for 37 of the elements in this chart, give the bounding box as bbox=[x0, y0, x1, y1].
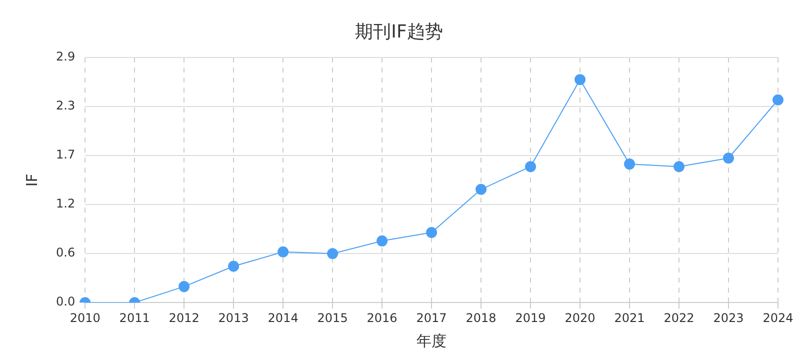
x-axis-title: 年度 bbox=[416, 332, 447, 350]
x-tick-label: 2018 bbox=[466, 310, 496, 325]
y-tick-label: 0.0 bbox=[56, 294, 76, 309]
x-tick-label: 2014 bbox=[268, 310, 298, 325]
x-tick-label: 2021 bbox=[614, 310, 645, 325]
x-tick-label: 2016 bbox=[366, 310, 398, 325]
x-tick-label: 2015 bbox=[317, 310, 348, 325]
y-tick-label: 1.2 bbox=[56, 196, 76, 211]
point bbox=[476, 184, 487, 195]
point bbox=[624, 158, 636, 170]
point bbox=[278, 246, 289, 258]
y-tick-label: 1.7 bbox=[56, 148, 76, 162]
x-tick-label: 2013 bbox=[218, 310, 249, 325]
point bbox=[674, 161, 685, 172]
x-tick-label: 2024 bbox=[762, 310, 794, 325]
y-tick-label: 0.6 bbox=[56, 246, 76, 260]
x-tick-label: 2019 bbox=[515, 310, 546, 325]
point bbox=[376, 235, 388, 246]
x-tick-label: 2010 bbox=[70, 310, 100, 325]
chart-title: 期刊IF趋势 bbox=[355, 21, 443, 42]
point bbox=[525, 161, 536, 172]
x-tick-label: 2012 bbox=[168, 310, 200, 325]
point bbox=[327, 248, 338, 260]
point bbox=[574, 74, 586, 86]
x-tick-label: 2022 bbox=[664, 310, 694, 325]
x-tick-label: 2023 bbox=[713, 310, 744, 325]
y-tick-label: 2.9 bbox=[56, 50, 76, 64]
x-tick-label: 2020 bbox=[564, 310, 596, 325]
point bbox=[723, 152, 734, 164]
x-tick-label: 2011 bbox=[119, 310, 150, 325]
point bbox=[426, 226, 438, 238]
point bbox=[178, 281, 190, 292]
x-tick-label: 2017 bbox=[416, 310, 447, 325]
point bbox=[228, 260, 240, 272]
point bbox=[772, 94, 784, 106]
y-tick-label: 2.3 bbox=[56, 98, 76, 113]
y-axis-title: IF bbox=[22, 174, 41, 187]
